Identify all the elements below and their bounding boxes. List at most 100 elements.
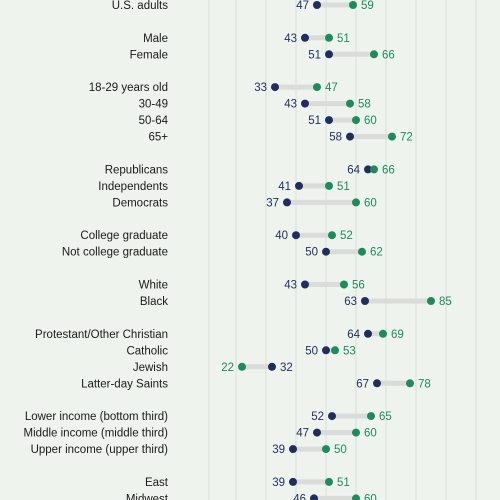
value-label-series-b: 69 <box>391 329 404 341</box>
dot-series-a <box>322 247 330 256</box>
value-label-series-a: 50 <box>305 345 318 357</box>
dot-series-b <box>325 33 333 42</box>
value-label-series-a: 43 <box>284 33 297 45</box>
row-8: Independents 41 51 <box>98 181 350 193</box>
value-label-series-b: 47 <box>325 82 338 94</box>
dot-series-b <box>346 99 354 108</box>
row-3: 18-29 years old 33 47 <box>89 82 338 94</box>
dot-series-b <box>328 231 336 240</box>
value-label-series-a: 63 <box>344 296 357 308</box>
category-label: Upper income (upper third) <box>31 444 169 456</box>
value-label-series-a: 43 <box>284 280 297 292</box>
row-7: Republicans 64 66 <box>105 164 395 176</box>
value-label-series-b: 52 <box>340 230 353 242</box>
dot-series-a <box>313 428 321 437</box>
dot-series-a <box>301 280 309 289</box>
value-label-series-a: 32 <box>280 362 293 374</box>
row-14: Protestant/Other Christian 64 69 <box>35 329 404 341</box>
value-label-series-a: 33 <box>254 82 267 94</box>
row-20: Upper income (upper third) 39 50 <box>31 444 347 456</box>
value-label-series-b: 22 <box>221 362 234 374</box>
dot-series-b <box>238 362 246 371</box>
row-16: Jewish 32 22 <box>133 362 293 374</box>
value-label-series-b: 66 <box>382 164 395 176</box>
dot-series-a <box>271 83 279 92</box>
dot-series-b <box>325 477 333 486</box>
row-10: College graduate 40 52 <box>80 230 352 242</box>
value-label-series-a: 67 <box>356 378 369 390</box>
row-21: East 39 51 <box>145 477 350 489</box>
category-label: Female <box>130 49 168 61</box>
dot-series-a <box>289 477 297 486</box>
row-11: Not college graduate 50 62 <box>62 247 383 259</box>
dot-series-b <box>379 329 387 338</box>
category-label: 65+ <box>148 132 168 144</box>
value-label-series-a: 58 <box>329 132 342 144</box>
value-label-series-a: 51 <box>308 49 321 61</box>
row-2: Female 51 66 <box>130 49 395 61</box>
value-label-series-b: 85 <box>439 296 452 308</box>
category-label: Latter-day Saints <box>81 378 168 390</box>
row-18: Lower income (bottom third) 52 65 <box>25 411 392 423</box>
dot-series-b <box>370 50 378 59</box>
value-label-series-a: 39 <box>272 477 285 489</box>
dot-series-a <box>328 412 336 421</box>
row-4: 30-49 43 58 <box>139 99 371 111</box>
value-label-series-b: 66 <box>382 49 395 61</box>
dot-series-a <box>325 116 333 125</box>
value-label-series-a: 46 <box>293 493 306 500</box>
dot-series-a <box>313 1 321 9</box>
category-label: Black <box>140 296 168 308</box>
dot-series-b <box>349 1 357 9</box>
dot-series-a <box>289 445 297 454</box>
value-label-series-b: 60 <box>364 493 377 500</box>
dot-series-b <box>352 494 360 500</box>
dot-series-b <box>367 412 375 421</box>
dot-series-a <box>301 99 309 108</box>
dot-series-b <box>358 247 366 256</box>
category-label: Not college graduate <box>62 247 168 259</box>
category-label: College graduate <box>80 230 168 242</box>
dot-series-a <box>268 362 276 371</box>
category-label: 30-49 <box>139 99 168 111</box>
value-label-series-b: 65 <box>379 411 392 423</box>
dot-series-a <box>292 231 300 240</box>
value-label-series-a: 39 <box>272 444 285 456</box>
row-17: Latter-day Saints 67 78 <box>81 378 431 390</box>
row-6: 65+ 58 72 <box>148 132 412 144</box>
dot-series-b <box>352 428 360 437</box>
value-label-series-b: 72 <box>400 132 413 144</box>
value-label-series-b: 60 <box>364 115 377 127</box>
dot-series-a <box>283 198 291 207</box>
row-13: Black 63 85 <box>140 296 452 308</box>
category-label: Jewish <box>133 362 168 374</box>
dot-series-b <box>325 181 333 190</box>
category-label: White <box>139 280 168 292</box>
dot-series-a <box>295 181 303 190</box>
dot-series-b <box>322 445 330 454</box>
category-label: 50-64 <box>139 115 169 127</box>
value-label-series-a: 50 <box>305 247 318 259</box>
dot-series-a <box>346 132 354 141</box>
dot-series-b <box>370 165 378 174</box>
value-label-series-b: 56 <box>352 280 365 292</box>
value-label-series-b: 51 <box>337 181 350 193</box>
row-12: White 43 56 <box>139 280 365 292</box>
category-label: Midwest <box>126 493 169 500</box>
category-label: Independents <box>98 181 168 193</box>
category-label: Republicans <box>105 164 169 176</box>
value-label-series-b: 62 <box>370 247 383 259</box>
dot-series-b <box>313 83 321 92</box>
category-label: Middle income (middle third) <box>24 428 169 440</box>
dot-series-a <box>364 329 372 338</box>
category-label: Catholic <box>126 345 168 357</box>
row-0: U.S. adults 47 59 <box>112 0 374 12</box>
category-label: U.S. adults <box>112 0 168 12</box>
chart-rows: U.S. adults 47 59 Male 43 51 Female 51 66 18-29 y… <box>24 0 452 500</box>
dot-series-a <box>361 297 369 305</box>
dot-series-b <box>352 116 360 125</box>
row-1: Male 43 51 <box>143 33 350 45</box>
value-label-series-a: 40 <box>275 230 288 242</box>
row-15: Catholic 50 53 <box>126 345 355 357</box>
